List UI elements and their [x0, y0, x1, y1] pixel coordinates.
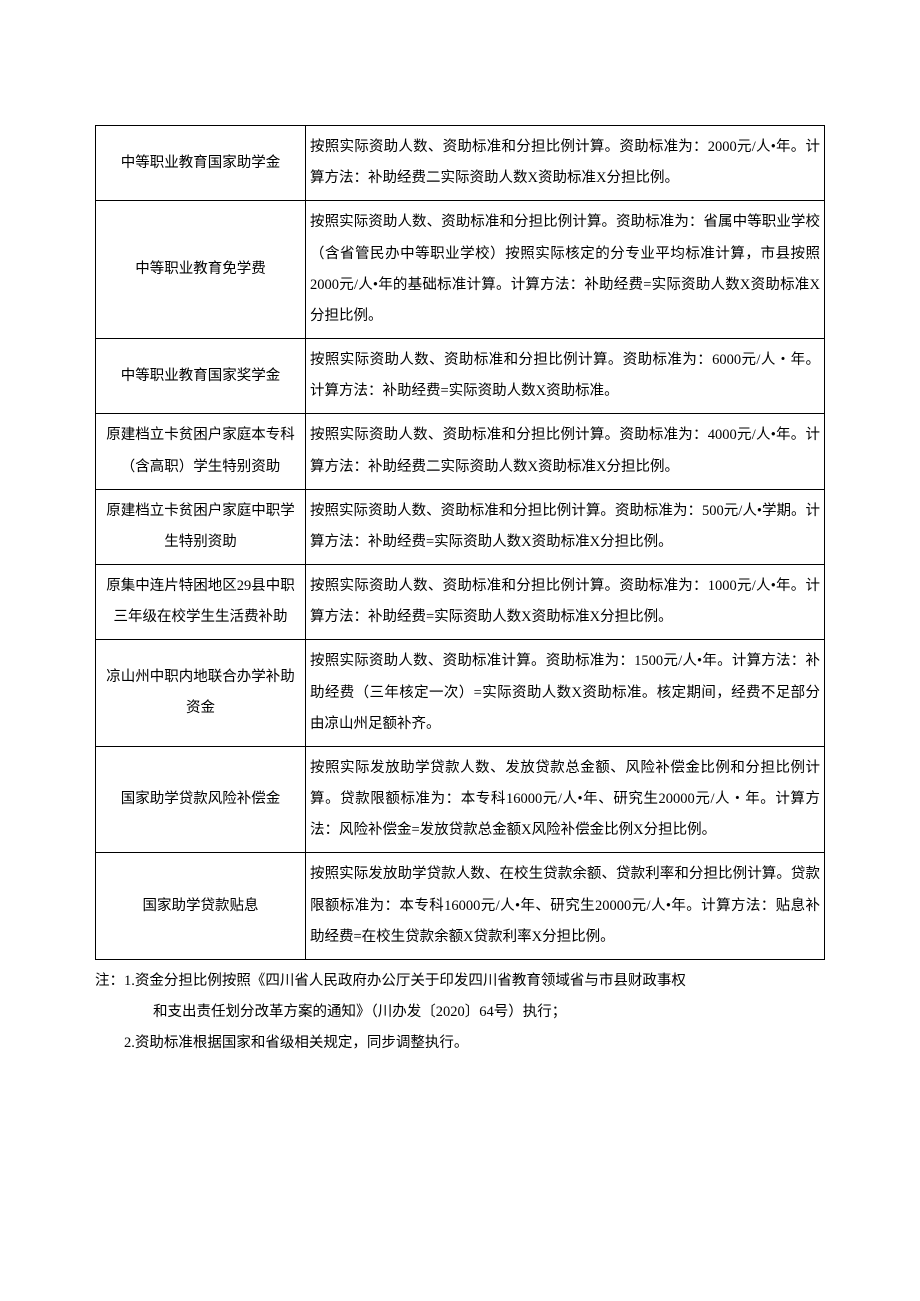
row-label: 中等职业教育国家助学金	[96, 126, 306, 201]
table-row: 中等职业教育免学费 按照实际资助人数、资助标准和分担比例计算。资助标准为：省属中…	[96, 201, 825, 339]
note-number: 2.	[124, 1028, 135, 1059]
table-body: 中等职业教育国家助学金 按照实际资助人数、资助标准和分担比例计算。资助标准为：2…	[96, 126, 825, 960]
table-row: 凉山州中职内地联合办学补助资金 按照实际资助人数、资助标准计算。资助标准为：15…	[96, 640, 825, 747]
table-row: 原建档立卡贫困户家庭本专科（含高职）学生特别资助 按照实际资助人数、资助标准和分…	[96, 414, 825, 489]
table-row: 国家助学贷款风险补偿金 按照实际发放助学贷款人数、发放贷款总金额、风险补偿金比例…	[96, 746, 825, 853]
table-row: 原集中连片特困地区29县中职三年级在校学生生活费补助 按照实际资助人数、资助标准…	[96, 565, 825, 640]
table-row: 中等职业教育国家奖学金 按照实际资助人数、资助标准和分担比例计算。资助标准为：6…	[96, 339, 825, 414]
row-label: 国家助学贷款风险补偿金	[96, 746, 306, 853]
row-label: 凉山州中职内地联合办学补助资金	[96, 640, 306, 747]
row-desc: 按照实际资助人数、资助标准和分担比例计算。资助标准为：4000元/人•年。计算方…	[306, 414, 825, 489]
row-label: 中等职业教育国家奖学金	[96, 339, 306, 414]
row-label: 原集中连片特困地区29县中职三年级在校学生生活费补助	[96, 565, 306, 640]
row-label: 中等职业教育免学费	[96, 201, 306, 339]
table-row: 中等职业教育国家助学金 按照实际资助人数、资助标准和分担比例计算。资助标准为：2…	[96, 126, 825, 201]
row-desc: 按照实际资助人数、资助标准和分担比例计算。资助标准为：省属中等职业学校（含省管民…	[306, 201, 825, 339]
policy-table: 中等职业教育国家助学金 按照实际资助人数、资助标准和分担比例计算。资助标准为：2…	[95, 125, 825, 960]
row-label: 原建档立卡贫困户家庭中职学生特别资助	[96, 489, 306, 564]
row-desc: 按照实际资助人数、资助标准和分担比例计算。资助标准为：2000元/人•年。计算方…	[306, 126, 825, 201]
row-desc: 按照实际发放助学贷款人数、在校生贷款余额、贷款利率和分担比例计算。贷款限额标准为…	[306, 853, 825, 960]
note-number: 1.	[124, 966, 135, 997]
note-text: 资金分担比例按照《四川省人民政府办公厅关于印发四川省教育领域省与市县财政事权	[135, 966, 825, 997]
notes-section: 注： 1. 资金分担比例按照《四川省人民政府办公厅关于印发四川省教育领域省与市县…	[95, 966, 825, 1060]
row-desc: 按照实际资助人数、资助标准和分担比例计算。资助标准为：500元/人•学期。计算方…	[306, 489, 825, 564]
note-item: 注： 1. 资金分担比例按照《四川省人民政府办公厅关于印发四川省教育领域省与市县…	[95, 966, 825, 997]
note-spacer	[95, 1028, 124, 1059]
row-desc: 按照实际资助人数、资助标准计算。资助标准为：1500元/人•年。计算方法：补助经…	[306, 640, 825, 747]
note-text: 资助标准根据国家和省级相关规定，同步调整执行。	[135, 1028, 825, 1059]
table-row: 国家助学贷款贴息 按照实际发放助学贷款人数、在校生贷款余额、贷款利率和分担比例计…	[96, 853, 825, 960]
note-item: 2. 资助标准根据国家和省级相关规定，同步调整执行。	[95, 1028, 825, 1059]
table-row: 原建档立卡贫困户家庭中职学生特别资助 按照实际资助人数、资助标准和分担比例计算。…	[96, 489, 825, 564]
row-label: 国家助学贷款贴息	[96, 853, 306, 960]
row-label: 原建档立卡贫困户家庭本专科（含高职）学生特别资助	[96, 414, 306, 489]
row-desc: 按照实际资助人数、资助标准和分担比例计算。资助标准为：1000元/人•年。计算方…	[306, 565, 825, 640]
note-prefix: 注：	[95, 966, 124, 997]
row-desc: 按照实际资助人数、资助标准和分担比例计算。资助标准为：6000元/人・年。计算方…	[306, 339, 825, 414]
row-desc: 按照实际发放助学贷款人数、发放贷款总金额、风险补偿金比例和分担比例计算。贷款限额…	[306, 746, 825, 853]
note-continuation: 和支出责任划分改革方案的通知》（川办发〔2020〕64号）执行；	[95, 997, 825, 1028]
